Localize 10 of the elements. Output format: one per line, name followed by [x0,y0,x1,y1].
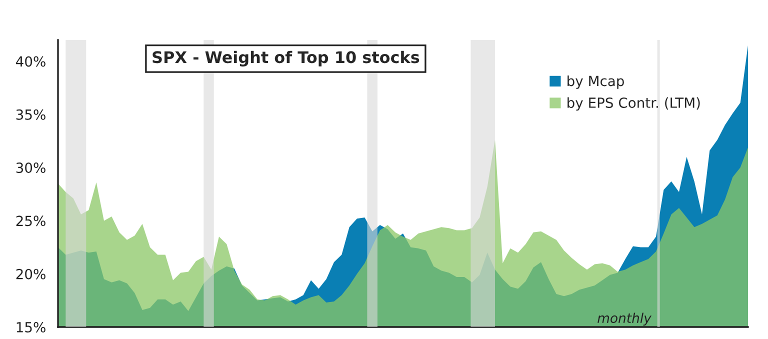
y-tick-label: 30% [16,162,46,174]
legend-label: by Mcap [568,75,624,89]
annotation: monthly [598,312,652,326]
y-tick-label: 20% [16,268,46,280]
text: SPX - Weight of Top 10 stocks [152,50,420,66]
y-tick-label: 40% [16,56,46,67]
y-tick-label: 15% [16,322,46,332]
y-tick-label: 35% [16,109,46,120]
y-tick-label: 25% [16,216,46,226]
legend-label: by EPS Contr. (LTM) [568,97,700,111]
